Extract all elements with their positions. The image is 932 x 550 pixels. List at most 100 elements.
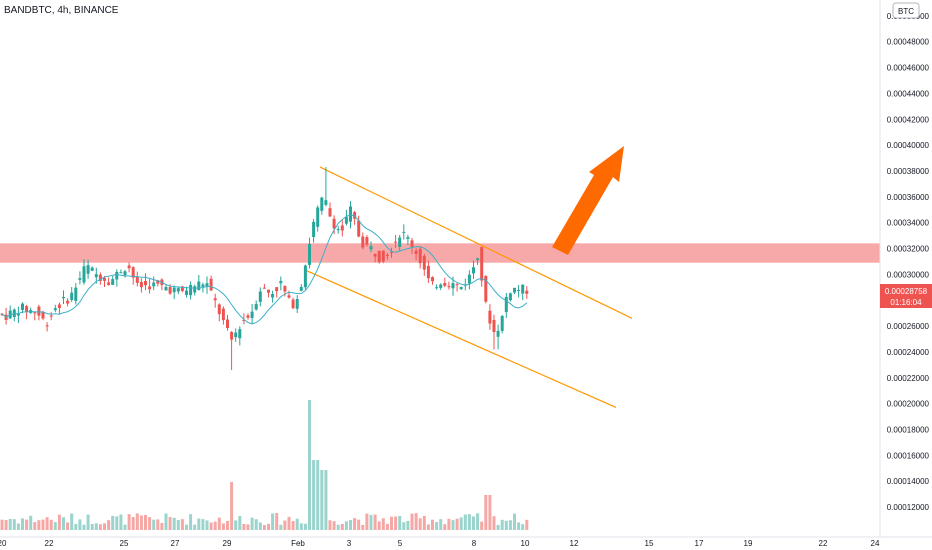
channel-lower-line[interactable] [305, 269, 617, 409]
price-tick: 0.00020000 [887, 400, 930, 409]
candle-body [123, 271, 127, 276]
volume-bar [62, 517, 65, 530]
volume-bar [467, 514, 471, 530]
volume-bar [451, 520, 455, 530]
candle-body [488, 310, 492, 324]
volume-bar [455, 518, 459, 530]
volume-bar [463, 514, 467, 530]
volume-bar [361, 524, 365, 530]
volume-bar [258, 522, 262, 530]
candle-body [480, 247, 484, 281]
candle-body [254, 304, 258, 310]
volume-bar [492, 516, 496, 530]
price-tick: 0.00034000 [887, 219, 930, 228]
candle-body [201, 284, 205, 287]
volume-bar [308, 400, 311, 530]
volume-bars [0, 400, 529, 530]
candle-body [459, 287, 463, 290]
projection-arrow[interactable] [552, 146, 624, 255]
price-tick: 0.00046000 [887, 64, 930, 73]
volume-bar [25, 519, 29, 530]
volume-bar [78, 519, 82, 530]
time-tick: 15 [645, 539, 654, 548]
candle-body [62, 297, 65, 299]
volume-bar [41, 519, 45, 530]
volume-bar [70, 513, 74, 530]
volume-bar [193, 524, 197, 530]
volume-bar [381, 518, 385, 530]
candle-body [369, 246, 373, 250]
volume-bar [160, 522, 164, 530]
volume-bar [152, 519, 156, 530]
channel-upper-line[interactable] [319, 166, 633, 319]
volume-bar [0, 519, 4, 530]
price-axis[interactable]: 0.00012000 0.00014000 0.00016000 0.00018000… [887, 12, 930, 512]
currency-badge-box[interactable] [892, 2, 920, 19]
candle-body [94, 274, 98, 278]
candle-body [332, 218, 336, 229]
candle-body [107, 282, 111, 285]
candle-body [152, 282, 156, 287]
volume-bar [8, 519, 12, 530]
volume-bar [271, 513, 275, 530]
symbol-label: BANDBTC, 4h, BINANCE [4, 5, 119, 16]
candle-body [472, 267, 475, 274]
volume-bar [234, 520, 238, 530]
candle-body [172, 287, 176, 293]
volume-bar [369, 514, 373, 530]
price-tick: 0.00026000 [887, 322, 930, 331]
candle-body [287, 295, 291, 298]
price-tag-countdown: 01:16:04 [890, 298, 922, 307]
volume-bar [12, 519, 16, 530]
volume-bar [226, 520, 229, 530]
volume-bar [422, 515, 426, 530]
volume-bar [156, 519, 160, 530]
volume-bar [504, 520, 508, 530]
volume-bar [459, 517, 463, 530]
time-tick: 12 [570, 539, 579, 548]
volume-bar [94, 523, 98, 530]
candle-body [406, 237, 410, 239]
volume-bar [402, 522, 406, 530]
candle-body [283, 285, 287, 292]
candle-body [205, 283, 209, 287]
price-tick: 0.00038000 [887, 167, 930, 176]
candle-body [49, 315, 53, 317]
candle-body [426, 265, 430, 279]
candle-body [328, 208, 332, 217]
volume-bar [275, 513, 279, 530]
candle-body [53, 308, 57, 311]
volume-bar [205, 520, 209, 530]
candle-body [447, 286, 451, 288]
candle-body [262, 287, 266, 289]
volume-bar [4, 520, 8, 530]
candle-body [521, 284, 525, 294]
volume-bar [197, 518, 201, 530]
candles [0, 167, 529, 370]
volume-bar [521, 524, 525, 530]
candle-body [217, 304, 221, 315]
candle-body [135, 276, 139, 283]
candle-body [496, 330, 500, 337]
volume-bar [238, 515, 242, 530]
candle-body [37, 306, 41, 316]
volume-bar [49, 519, 53, 530]
candle-body [180, 286, 184, 291]
volume-bar [217, 517, 221, 530]
time-axis[interactable]: 20 22 25 27 29 Feb 3 5 8 10 12 15 17 19 22 24 [0, 539, 880, 548]
volume-bar [365, 513, 369, 530]
time-tick: 29 [223, 539, 232, 548]
candle-body [513, 287, 516, 293]
time-tick: 8 [472, 539, 477, 548]
volume-bar [373, 514, 377, 530]
volume-bar [312, 460, 316, 530]
candle-body [213, 298, 217, 301]
candle-body [45, 325, 49, 327]
volume-bar [394, 516, 398, 530]
candle-body [74, 287, 78, 302]
candle-body [193, 286, 197, 293]
volume-bar [250, 517, 254, 530]
candle-body [476, 258, 480, 260]
volume-bar [418, 518, 422, 530]
